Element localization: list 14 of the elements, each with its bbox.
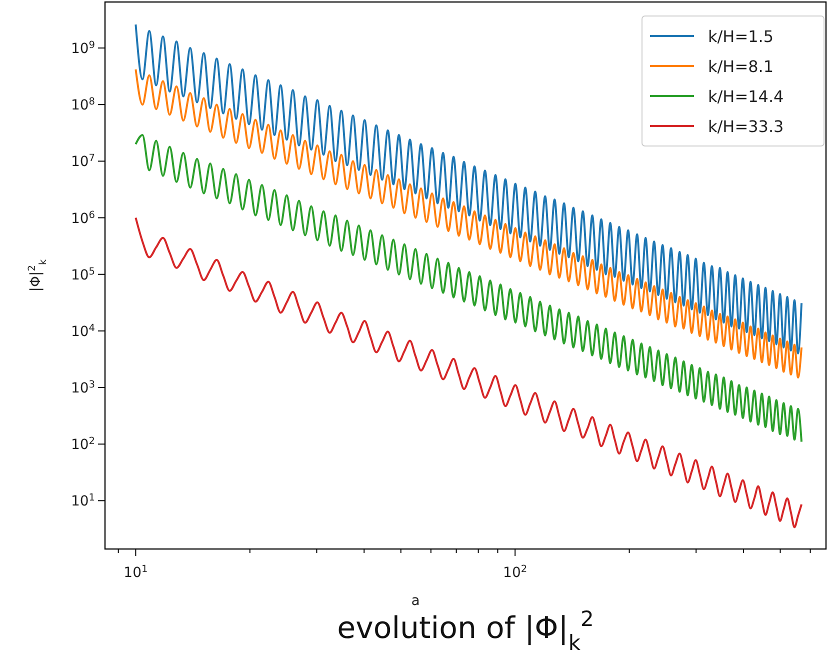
y-tick-label: 10$^{6}$ (70, 209, 95, 227)
y-tick-label: 10$^{7}$ (70, 152, 95, 170)
y-tick-label: 10$^{4}$ (70, 322, 95, 340)
y-tick-label: 10$^{1}$ (70, 492, 95, 510)
legend-label: k/H=1.5 (708, 27, 774, 46)
y-tick-label: 10$^{3}$ (70, 379, 95, 397)
legend-label: k/H=14.4 (708, 87, 784, 106)
legend-label: k/H=8.1 (708, 57, 774, 76)
y-tick-label: 10$^{9}$ (70, 40, 95, 57)
y-tick-label: 10$^{5}$ (70, 266, 95, 284)
y-tick-label: 10$^{8}$ (70, 96, 95, 114)
legend-label: k/H=33.3 (708, 117, 784, 136)
y-tick-label: 10$^{2}$ (70, 436, 95, 454)
x-axis-title: a (411, 593, 420, 609)
